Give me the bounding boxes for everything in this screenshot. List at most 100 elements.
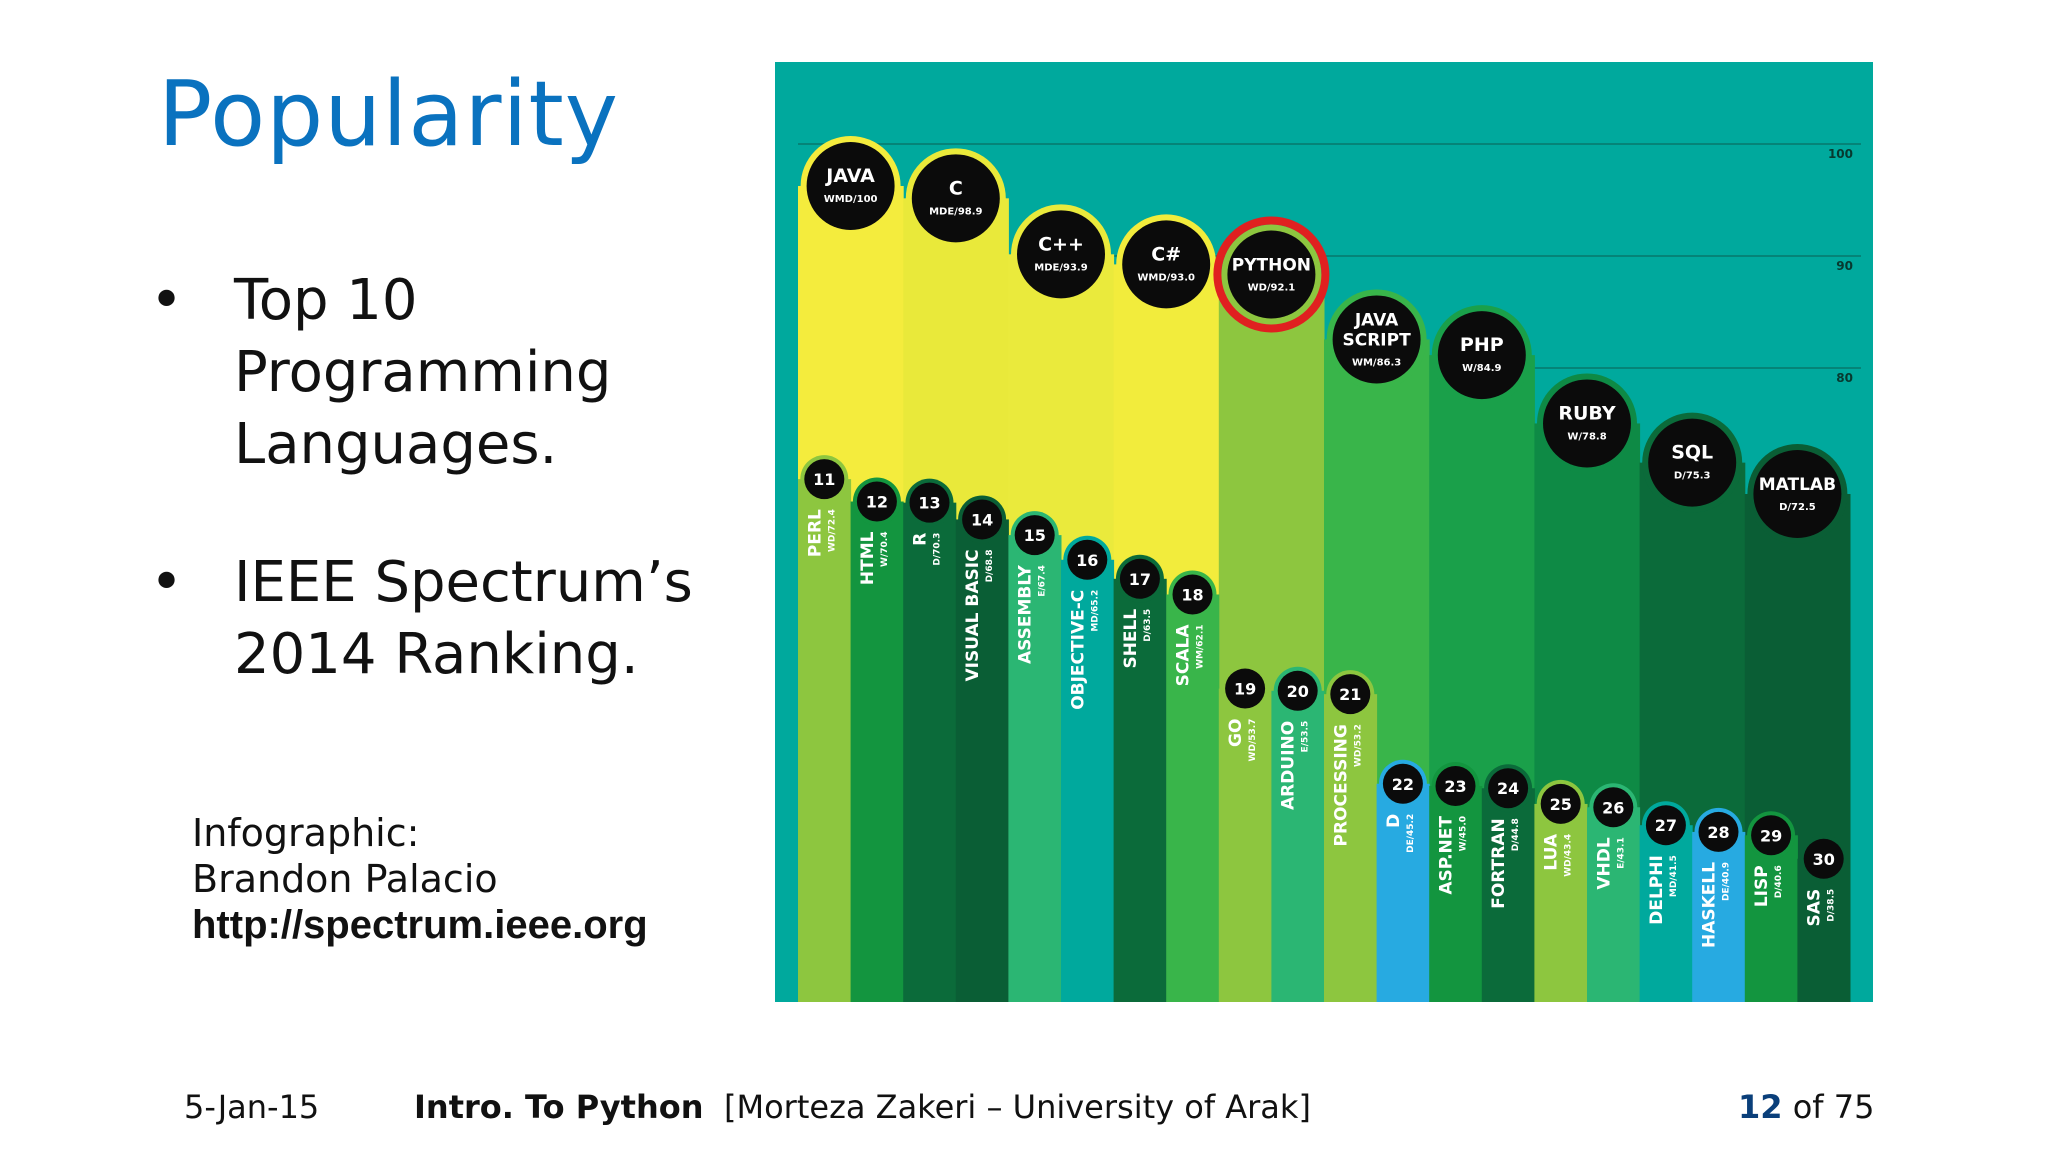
rank-score: MD/41.5 [1669,855,1679,897]
rank-number: 12 [866,493,888,512]
rank-bubble [1382,763,1423,804]
rank-label: ARDUINO [1279,721,1299,810]
top10-score: W/84.9 [1462,363,1501,374]
rank-bubble [804,459,845,500]
rank-bar [1271,690,1325,1002]
y-tick-label: 100 [1828,147,1853,161]
rank-bar [1113,578,1167,1002]
top10-score: WMD/93.0 [1137,272,1195,283]
top10-label: JAVA [824,165,875,187]
top10-bubble [1648,418,1737,507]
rank-label: D [1384,814,1404,828]
rank-label: VISUAL BASIC [963,549,983,681]
rank-label-group: VISUAL BASIC D/68.8 [963,549,995,681]
rank-bar [1534,803,1588,1002]
rank-bar [1429,786,1483,1002]
rank-number: 15 [1024,526,1046,545]
rank-number: 21 [1339,685,1361,704]
rank-label-group: ARDUINO E/53.5 [1279,721,1311,810]
rank-bar [903,502,957,1002]
rank-bar [1587,807,1641,1002]
rank-bubble [1803,838,1844,879]
rank-label: HASKELL [1700,862,1720,948]
rank-label-group: FORTRAN D/44.8 [1489,818,1521,908]
rank-label-group: VHDL E/43.1 [1594,837,1626,889]
rank-bar [1324,694,1378,1002]
rank-bubble [962,499,1003,540]
rank-number: 29 [1760,826,1782,845]
rank-label-group: PROCESSING WD/53.2 [1331,724,1363,846]
bullet-line: 2014 Ranking. [234,622,639,687]
top10-label: SCRIPT [1342,330,1411,350]
top10-label: SQL [1671,442,1713,464]
rank-label-group: SCALA WM/62.1 [1174,624,1206,687]
rank-label: VHDL [1594,837,1614,889]
top10-bubble [806,142,895,230]
rank-number: 20 [1287,682,1309,701]
credit-url-link[interactable]: http://spectrum.ieee.org [192,903,648,947]
top10-score: W/78.8 [1567,431,1606,442]
bullet-item: • IEEE Spectrum’s 2014 Ranking. [150,547,710,691]
top10-bubble [911,154,1000,243]
rank-label: ASP.NET [1437,816,1457,895]
bullet-item: • Top 10 Programming Languages. [150,265,710,481]
footer-author: [Morteza Zakeri – University of Arak] [724,1088,1311,1126]
rank-bubble [1698,811,1739,852]
rank-label-group: ASP.NET W/45.0 [1437,816,1469,895]
rank-label-group: ASSEMBLY E/67.4 [1016,564,1048,664]
footer-page-number: 12 of 75 [1738,1088,1874,1126]
rank-bubble [1488,768,1529,809]
rank-label-group: D DE/45.2 [1384,814,1416,853]
rank-number: 11 [813,470,835,489]
rank-bubble [1277,670,1318,711]
bullet-dot: • [150,550,184,615]
top10-bubble [1753,450,1842,538]
top10-score: MDE/93.9 [1034,262,1087,273]
rank-label: PROCESSING [1331,724,1351,846]
chart-canvas: 100 90 80 JAVA WMD/100 C MDE/98.9 C++ MDE/93.9 C#… [798,136,1861,1002]
rank-label-group: PERL WD/72.4 [805,509,837,557]
rank-label: SHELL [1121,609,1141,669]
rank-score: WD/53.2 [1353,724,1363,767]
top10-bubble [1437,311,1526,400]
rank-number: 22 [1392,775,1414,794]
footer-date: 5-Jan-15 [184,1088,320,1126]
bullet-list: • Top 10 Programming Languages. • IEEE S… [150,265,710,757]
rank-bar [1481,788,1535,1002]
rank-label-group: DELPHI MD/41.5 [1647,855,1679,925]
bullet-line: Top 10 [234,268,418,333]
rank-label-group: SAS D/38.5 [1805,889,1837,927]
rank-score: W/45.0 [1459,816,1469,851]
top10-bubble [1332,295,1421,384]
top10-score: WM/86.3 [1352,357,1401,368]
rank-score: D/63.5 [1143,609,1153,642]
rank-label-group: LUA WD/43.4 [1542,833,1574,877]
top10-label: JAVA [1354,310,1399,330]
credit-block: Infographic: Brandon Palacio http://spec… [192,810,648,948]
credit-author: Brandon Palacio [192,857,498,901]
top10-bubble [1543,379,1631,468]
popularity-chart: 100 90 80 JAVA WMD/100 C MDE/98.9 C++ MDE/93.9 C#… [775,62,1873,1002]
top10-score: D/75.3 [1674,471,1711,482]
top10-label: C++ [1038,233,1084,255]
footer-course: Intro. To Python [414,1088,704,1126]
rank-score: D/40.6 [1774,865,1784,898]
rank-score: W/70.4 [880,532,890,567]
slide-title: Popularity [158,62,620,167]
rank-number: 26 [1602,798,1624,817]
rank-bubble [1330,674,1371,715]
top10-score: MDE/98.9 [929,206,982,217]
bullet-line: IEEE Spectrum’s [234,550,693,615]
rank-bubble [1119,558,1160,599]
rank-bar [1376,783,1430,1002]
credit-label: Infographic: [192,811,420,855]
top10-label: C [949,177,963,199]
rank-label: LUA [1542,833,1562,871]
top10-bubble [1017,210,1105,299]
rank-bubble [1593,787,1634,828]
rank-bar [1218,688,1272,1002]
rank-score: MD/65.2 [1090,590,1100,632]
rank-score: D/44.8 [1511,818,1521,851]
rank-bubble [1067,539,1108,580]
rank-label-group: SHELL D/63.5 [1121,609,1153,669]
